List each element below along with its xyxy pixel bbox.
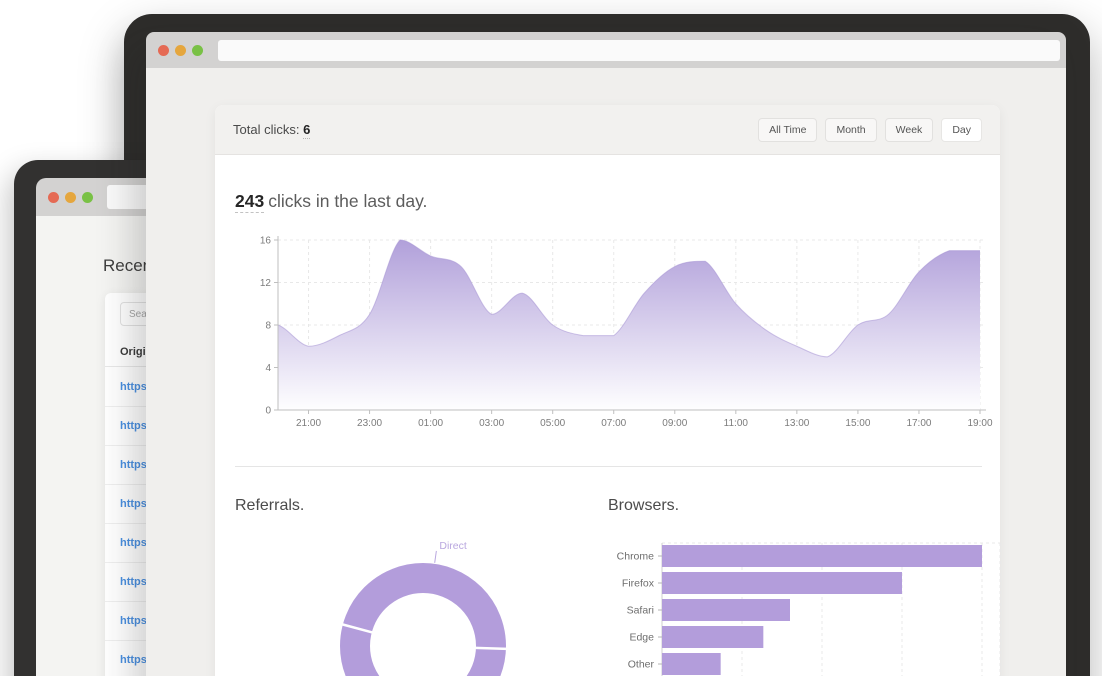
analytics-card-header: Total clicks: 6 All Time Month Week Day	[215, 105, 1000, 155]
svg-text:03:00: 03:00	[479, 418, 504, 429]
range-button-week[interactable]: Week	[884, 117, 934, 142]
svg-text:09:00: 09:00	[662, 418, 687, 429]
svg-text:0: 0	[265, 406, 271, 417]
total-clicks-value: 6	[303, 122, 311, 139]
svg-text:12: 12	[260, 278, 272, 289]
bar-category-label: Safari	[627, 605, 654, 617]
svg-text:13:00: 13:00	[784, 418, 809, 429]
browsers-heading: Browsers.	[608, 497, 680, 514]
referrals-heading: Referrals.	[235, 497, 305, 514]
close-button[interactable]	[48, 191, 59, 203]
svg-text:07:00: 07:00	[601, 418, 626, 429]
maximize-button[interactable]	[82, 191, 93, 203]
svg-text:21:00: 21:00	[296, 418, 321, 429]
front-window-controls	[158, 44, 203, 56]
table-row: https:	[105, 641, 445, 676]
link-url[interactable]: https:	[120, 381, 151, 393]
link-url[interactable]: https:	[120, 537, 151, 549]
analytics-card: Total clicks: 6 All Time Month Week Day 243…	[215, 105, 1001, 676]
link-url[interactable]: https:	[120, 654, 151, 666]
bar-category-label: Other	[628, 659, 655, 671]
bar-category-label: Edge	[629, 632, 654, 644]
bar-category-label: Firefox	[622, 578, 655, 590]
front-browser-window: Total clicks: 6 All Time Month Week Day 243…	[146, 32, 1066, 676]
svg-text:23:00: 23:00	[357, 418, 382, 429]
svg-text:4: 4	[265, 363, 271, 374]
referrals-donut-chart: Direct	[340, 540, 507, 676]
table-header-original-url: Origi	[120, 346, 146, 358]
range-button-day[interactable]: Day	[941, 117, 982, 142]
clicks-headline: 243 clicks in the last day.	[235, 191, 428, 213]
browsers-bar-chart: Chrome Firefox Safari Edge Other	[617, 542, 1001, 676]
back-page-title: Recen	[103, 256, 153, 275]
clicks-headline-text: clicks in the last day.	[268, 191, 428, 211]
svg-text:8: 8	[265, 321, 271, 332]
range-button-all-time[interactable]: All Time	[758, 117, 818, 142]
svg-text:11:00: 11:00	[724, 418, 749, 429]
front-window-titlebar	[146, 32, 1066, 68]
clicks-area-chart: 0 4 8 12 16 21:00 23:00 01:00 03:00 05:00 07:00 09:…	[260, 236, 993, 430]
svg-text:16: 16	[260, 236, 272, 247]
link-url[interactable]: https:	[120, 420, 151, 432]
back-window-controls	[48, 191, 93, 203]
svg-text:01:00: 01:00	[418, 418, 443, 429]
link-url[interactable]: https:	[120, 498, 151, 510]
maximize-button[interactable]	[192, 44, 203, 56]
time-range-button-group: All Time Month Week Day	[758, 117, 982, 142]
link-url[interactable]: https:	[120, 615, 151, 627]
total-clicks-text: Total clicks:	[233, 122, 300, 137]
range-button-month[interactable]: Month	[825, 117, 877, 142]
svg-text:19:00: 19:00	[967, 418, 992, 429]
total-clicks-label: Total clicks: 6	[233, 122, 311, 139]
minimize-button[interactable]	[175, 44, 186, 56]
front-window-url-bar[interactable]	[218, 39, 1060, 61]
front-window-content: Total clicks: 6 All Time Month Week Day 243…	[146, 68, 1066, 676]
donut-segment-label: Direct	[439, 540, 467, 552]
close-button[interactable]	[158, 44, 169, 56]
clicks-count: 243	[235, 191, 265, 213]
minimize-button[interactable]	[65, 191, 76, 203]
bar-category-label: Chrome	[617, 551, 655, 563]
link-url[interactable]: https:	[120, 459, 151, 471]
section-divider	[235, 466, 982, 467]
link-url[interactable]: https:	[120, 576, 151, 588]
svg-text:17:00: 17:00	[906, 418, 931, 429]
svg-text:15:00: 15:00	[845, 418, 870, 429]
svg-text:05:00: 05:00	[540, 418, 565, 429]
